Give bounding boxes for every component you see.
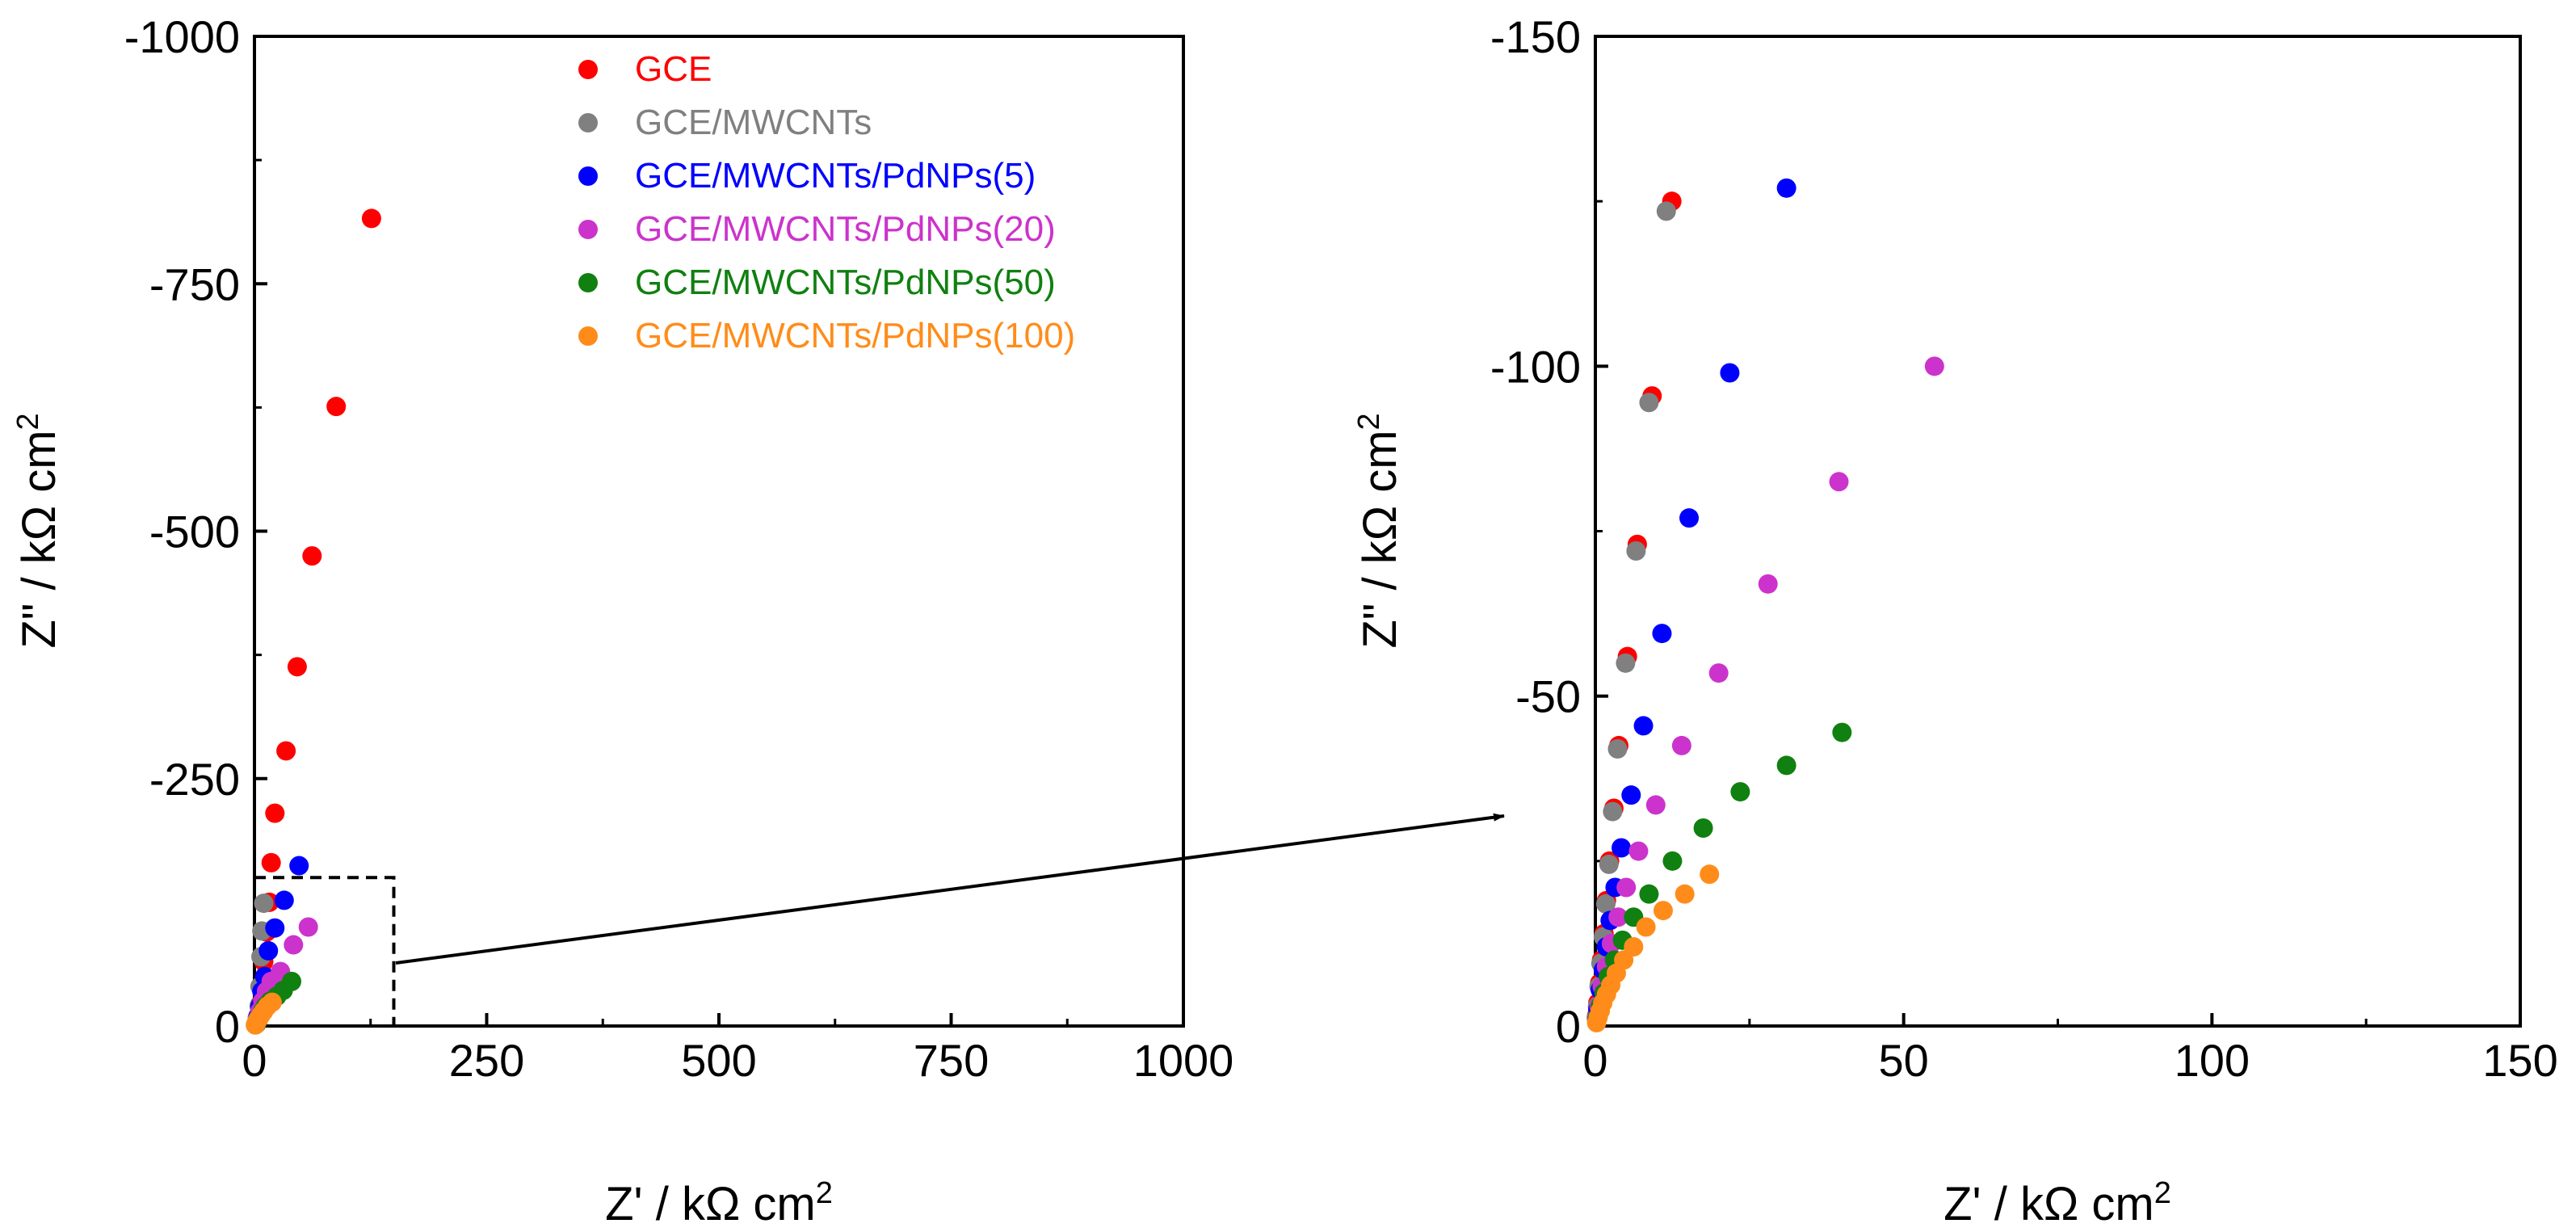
data-point [265, 803, 285, 823]
data-point [1693, 818, 1713, 838]
data-point [1653, 901, 1673, 921]
data-point [1776, 755, 1796, 776]
main-plot: 0 250 500 750 1000 0 -250 -500 -750 -1000 Z' / kΩ… [11, 11, 1233, 1230]
data-point [1599, 854, 1619, 874]
data-point [1758, 574, 1778, 594]
data-point [258, 940, 279, 961]
y-tick-label: 0 [215, 1001, 240, 1052]
legend-marker [578, 220, 598, 239]
x-tick-label: 500 [681, 1035, 756, 1086]
data-point [262, 992, 282, 1012]
data-point [274, 890, 294, 910]
x-axis-title: Z' / kΩ cm2 [1944, 1176, 2171, 1230]
data-point [1608, 907, 1628, 927]
data-point [1607, 739, 1628, 759]
data-point [289, 856, 309, 876]
y-tick-label: -150 [1490, 11, 1581, 62]
data-point [261, 852, 281, 872]
y-tick-label: -50 [1515, 671, 1581, 722]
y-tick-label: -500 [149, 507, 240, 557]
y-tick-label: -250 [149, 754, 240, 805]
legend-marker [578, 113, 598, 132]
x-tick-label: 150 [2482, 1035, 2557, 1086]
legend-label: GCE/MWCNTs/PdNPs(20) [635, 209, 1056, 249]
data-point [287, 657, 307, 677]
data-point [284, 935, 304, 955]
data-point [282, 971, 301, 991]
legend-label: GCE [635, 49, 712, 89]
y-tick-label: -1000 [124, 11, 240, 62]
data-points [246, 208, 381, 1035]
legend-marker [578, 326, 598, 346]
data-point [1675, 884, 1695, 904]
legend-marker [578, 166, 598, 186]
data-point [1656, 201, 1676, 221]
legend-label: GCE/MWCNTs/PdNPs(5) [635, 156, 1036, 196]
legend-label: GCE/MWCNTs [635, 103, 872, 142]
data-point [1603, 801, 1623, 822]
data-point [265, 918, 285, 938]
x-tick-label: 1000 [1133, 1035, 1234, 1086]
legend-label: GCE/MWCNTs/PdNPs(50) [635, 263, 1056, 302]
data-point [1671, 735, 1691, 755]
data-point [1645, 795, 1666, 815]
y-tick-label: -750 [149, 259, 240, 309]
zoom-arrow [395, 813, 1505, 965]
legend-marker [578, 273, 598, 292]
zoom-region-box [253, 876, 396, 1028]
data-point [1924, 356, 1944, 376]
data-point [1633, 716, 1654, 736]
data-point [1612, 838, 1632, 858]
x-tick-label: 50 [1879, 1035, 1929, 1086]
data-point [1652, 624, 1672, 644]
data-point [276, 741, 296, 761]
data-point [1662, 851, 1683, 871]
legend: GCE GCE/MWCNTs GCE/MWCNTs/PdNPs(5) GCE/MWCN… [578, 49, 1075, 355]
x-tick-label: 100 [2175, 1035, 2250, 1086]
legend-marker [578, 60, 598, 79]
data-point [302, 546, 322, 566]
data-point [1624, 937, 1644, 957]
data-point [1708, 663, 1729, 683]
x-tick-label: 250 [449, 1035, 524, 1086]
data-point [361, 208, 381, 229]
data-point [1621, 785, 1641, 805]
tick-labels: 0 250 500 750 1000 0 -250 -500 -750 -1000 [124, 11, 1234, 1086]
x-axis-title: Z' / kΩ cm2 [605, 1176, 833, 1230]
y-axis-title: Z" / kΩ cm2 [1352, 413, 1406, 648]
data-point [1776, 178, 1796, 198]
data-point [1720, 363, 1740, 383]
data-point [1616, 877, 1637, 898]
x-tick-label: 0 [1582, 1035, 1607, 1086]
data-point [1639, 884, 1659, 904]
inset-plot: 0 50 100 150 0 -50 -100 -150 Z' / kΩ cm2 Z" / k… [1352, 11, 2558, 1230]
data-point [1595, 894, 1616, 914]
data-point [1679, 508, 1700, 528]
data-point [1829, 472, 1849, 492]
data-point [1586, 1012, 1607, 1032]
tick-labels: 0 50 100 150 0 -50 -100 -150 [1490, 11, 2558, 1086]
data-point [1628, 841, 1649, 861]
data-point [1616, 653, 1636, 673]
y-axis-title: Z" / kΩ cm2 [11, 413, 65, 648]
data-point [1832, 722, 1852, 742]
x-tick-label: 0 [242, 1035, 267, 1086]
data-point [1626, 541, 1646, 561]
data-point [1700, 864, 1720, 885]
data-point [1636, 917, 1656, 937]
x-tick-label: 750 [914, 1035, 989, 1086]
plot-frame [1594, 35, 2522, 1028]
data-point [298, 917, 318, 937]
y-tick-label: -100 [1490, 341, 1581, 392]
legend-label: GCE/MWCNTs/PdNPs(100) [635, 316, 1075, 355]
data-points [1586, 178, 1944, 1032]
data-point [1730, 782, 1750, 802]
data-point [326, 397, 347, 417]
data-point [254, 894, 274, 914]
data-point [1639, 393, 1659, 413]
y-tick-label: 0 [1556, 1001, 1581, 1052]
axis-ticks [1594, 35, 2522, 1028]
